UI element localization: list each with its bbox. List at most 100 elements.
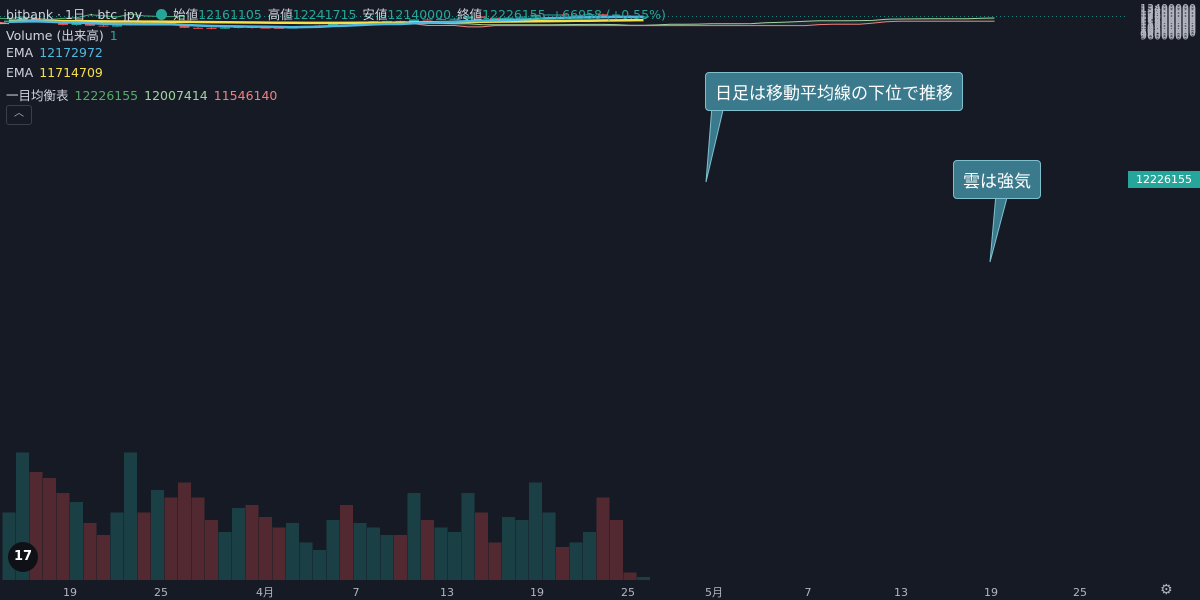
open-label: 始値 xyxy=(173,7,199,22)
x-tick-label: 25 xyxy=(621,586,635,599)
volume-bar xyxy=(137,512,151,580)
volume-bar xyxy=(313,550,326,580)
open-value: 12161105 xyxy=(198,7,262,22)
candle-body xyxy=(584,14,595,16)
ema-slow-value: 11714709 xyxy=(39,65,103,80)
volume-bar xyxy=(623,572,637,580)
y-tick-label: 13400000 xyxy=(1140,2,1196,15)
x-tick-label: 19 xyxy=(63,586,77,599)
ema-slow-legend[interactable]: EMA 11714709 xyxy=(6,65,109,80)
volume-bar xyxy=(110,512,124,580)
volume-bar xyxy=(191,497,205,580)
y-tick-label: 11800000 xyxy=(1140,14,1196,27)
volume-bar xyxy=(407,493,421,580)
y-tick-label: 11200000 xyxy=(1140,18,1196,31)
close-label: 終値 xyxy=(457,7,483,22)
volume-bar xyxy=(151,490,164,580)
volume-bar xyxy=(583,532,596,580)
y-tick-label: 10000000 xyxy=(1140,27,1196,40)
volume-bar xyxy=(502,517,515,580)
volume-bar xyxy=(610,520,623,580)
volume-bar xyxy=(461,493,475,580)
volume-bar xyxy=(340,505,353,580)
volume-bar xyxy=(272,527,286,580)
x-tick-label: 19 xyxy=(530,586,544,599)
volume-bar xyxy=(218,532,232,580)
volume-bar xyxy=(556,547,569,580)
volume-bar xyxy=(380,535,394,580)
volume-bar xyxy=(421,520,434,580)
tradingview-logo[interactable]: 17 xyxy=(8,542,38,572)
ichimoku-label: 一目均衡表 xyxy=(6,88,69,103)
candle-body xyxy=(382,20,392,22)
volume-bar xyxy=(434,527,448,580)
candle-body xyxy=(274,27,284,29)
x-tick-label: 4月 xyxy=(256,586,274,599)
candle-body xyxy=(490,17,500,20)
y-tick-label: 10400000 xyxy=(1140,24,1196,37)
ema-fast-value: 12172972 xyxy=(39,45,103,60)
ema-slow-label: EMA xyxy=(6,65,34,80)
candle-body xyxy=(557,14,568,16)
candle-body xyxy=(422,19,433,21)
chevron-up-icon: ︿ xyxy=(14,108,24,119)
volume-bar xyxy=(70,502,83,580)
volume-bar xyxy=(448,532,461,580)
candle-body xyxy=(71,23,82,25)
volume-bar xyxy=(542,512,556,580)
candle-body xyxy=(85,23,95,26)
volume-bar xyxy=(367,527,380,580)
callout-pointer-2 xyxy=(989,193,1009,263)
x-tick-label: 13 xyxy=(894,586,908,599)
volume-bar xyxy=(299,542,313,580)
y-tick-label: 12800000 xyxy=(1140,6,1196,19)
y-tick-label: 11400000 xyxy=(1140,16,1196,29)
x-tick-label: 25 xyxy=(154,586,168,599)
high-value: 12241715 xyxy=(292,7,357,22)
y-tick-label: 12000000 xyxy=(1140,12,1196,25)
x-tick-label: 5月 xyxy=(705,586,723,599)
y-tick-label: 11600000 xyxy=(1140,15,1196,28)
volume-bar xyxy=(286,523,299,580)
span-a-line xyxy=(414,17,995,26)
volume-bar xyxy=(83,523,97,580)
ichimoku-value-3: 11546140 xyxy=(213,88,278,103)
volume-bar xyxy=(515,520,529,580)
volume-bar xyxy=(205,520,218,580)
candle-body xyxy=(436,19,446,21)
y-tick-label: 12600000 xyxy=(1140,8,1196,21)
high-label: 高値 xyxy=(267,7,293,22)
low-label: 安値 xyxy=(362,7,388,22)
callout-cloud-bullish: 雲は強気 xyxy=(953,160,1041,199)
current-price-tag: 12226155 xyxy=(1128,171,1200,188)
candle-body xyxy=(463,16,473,19)
market-status-icon xyxy=(156,9,168,20)
volume-bar xyxy=(488,542,502,580)
y-tick-label: 9600000 xyxy=(1140,29,1189,42)
ema-fast-legend[interactable]: EMA 12172972 xyxy=(6,45,109,60)
ichimoku-value-2: 12007414 xyxy=(144,88,208,103)
candle-body xyxy=(476,16,487,18)
volume-bar xyxy=(569,542,583,580)
ichimoku-legend[interactable]: 一目均衡表 12226155 12007414 11546140 xyxy=(6,85,283,104)
callout-ma-position: 日足は移動平均線の下位で推移 xyxy=(705,72,963,111)
x-tick-label: 19 xyxy=(984,586,998,599)
candle-body xyxy=(98,25,109,27)
y-tick-label: 13200000 xyxy=(1140,3,1196,16)
candle-body xyxy=(598,14,608,16)
volume-bar xyxy=(164,497,178,580)
change-value: +66958 (+0.55%) xyxy=(551,7,666,22)
y-tick-label: 10800000 xyxy=(1140,21,1196,34)
gear-icon[interactable]: ⚙ xyxy=(1160,582,1173,598)
volume-bar xyxy=(245,505,259,580)
volume-bar xyxy=(353,523,367,580)
candle-body xyxy=(206,27,217,29)
symbol-title[interactable]: bitbank · 1日 · btc_jpy xyxy=(6,7,143,22)
collapse-legend-button[interactable]: ︿ xyxy=(6,105,32,125)
ema-fast-label: EMA xyxy=(6,45,34,60)
volume-legend[interactable]: Volume (出来高) 1 xyxy=(6,25,124,44)
volume-bar xyxy=(124,452,137,580)
volume-bar xyxy=(97,535,110,580)
candle-body xyxy=(220,27,230,29)
